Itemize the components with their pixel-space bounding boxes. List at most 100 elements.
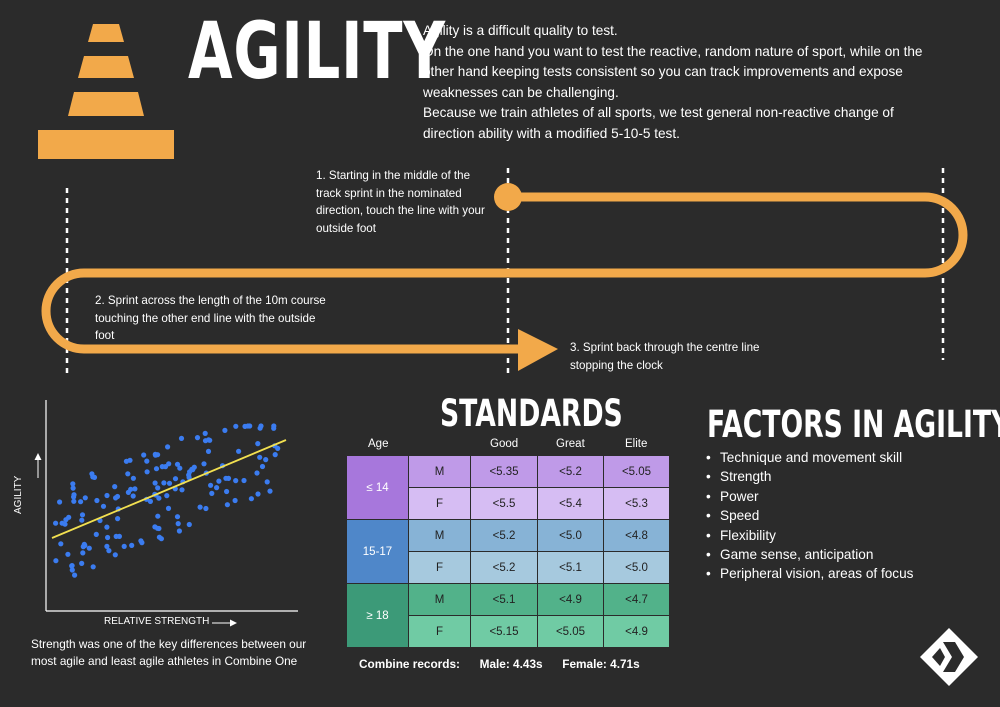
good-cell: <5.15 bbox=[470, 615, 538, 648]
scatter-point bbox=[89, 471, 95, 477]
scatter-point bbox=[224, 502, 230, 508]
scatter-point bbox=[271, 425, 277, 431]
scatter-point bbox=[147, 498, 153, 504]
scatter-point bbox=[178, 435, 185, 441]
scatter-point bbox=[174, 514, 181, 520]
arrow-up-icon bbox=[34, 453, 42, 478]
page-title: AGILITY bbox=[188, 7, 446, 97]
header-great: Great bbox=[556, 438, 585, 450]
scatter-point bbox=[152, 480, 158, 486]
scatter-point bbox=[232, 497, 238, 504]
intro-line: Because we train athletes of all sports,… bbox=[423, 105, 894, 141]
combine-records: Combine records: Male: 4.43s Female: 4.7… bbox=[359, 657, 640, 671]
scatter-point bbox=[197, 504, 203, 510]
elite-cell: <5.3 bbox=[603, 487, 670, 520]
sex-cell: M bbox=[408, 583, 471, 616]
scatter-point bbox=[113, 533, 119, 539]
factors-title: FACTORS IN AGILITY bbox=[707, 403, 1000, 446]
arrow-right-icon bbox=[212, 619, 237, 627]
list-item: Game sense, anticipation bbox=[706, 545, 913, 564]
great-cell: <5.2 bbox=[537, 455, 604, 488]
scatter-point bbox=[71, 492, 77, 498]
elite-cell: <4.7 bbox=[603, 583, 670, 616]
scatter-point bbox=[100, 503, 107, 509]
scatter-point bbox=[79, 560, 85, 566]
scatter-point bbox=[242, 423, 248, 429]
list-item: Technique and movement skill bbox=[706, 448, 913, 467]
y-axis-label: AGILITY bbox=[13, 475, 24, 514]
elite-cell: <5.0 bbox=[603, 551, 670, 584]
scatter-point bbox=[214, 485, 220, 491]
step-1: 1. Starting in the middle of the track s… bbox=[316, 169, 485, 235]
standards-table: ≤ 14 M <5.35 <5.2 <5.05 F <5.5 <5.4 <5.3… bbox=[346, 455, 670, 648]
scatter-point bbox=[203, 505, 209, 512]
scatter-point bbox=[127, 457, 133, 463]
scatter-point bbox=[58, 541, 64, 547]
scatter-point bbox=[130, 475, 136, 481]
scatter-point bbox=[86, 545, 92, 551]
scatter-point bbox=[255, 491, 261, 497]
trend-line bbox=[51, 439, 287, 539]
table-row: ≤ 14 M <5.35 <5.2 <5.05 bbox=[346, 455, 670, 520]
scatter-point bbox=[94, 497, 100, 504]
scatter-point bbox=[272, 452, 278, 458]
scatter-point bbox=[121, 543, 127, 549]
intro-text: Agility is a difficult quality to test. … bbox=[423, 21, 943, 144]
scatter-point bbox=[115, 516, 121, 522]
scatter-point bbox=[53, 558, 59, 564]
table-row: F <5.5 <5.4 <5.3 bbox=[347, 487, 670, 520]
scatter-point bbox=[263, 457, 269, 463]
scatter-point bbox=[104, 543, 110, 549]
scatter-point bbox=[156, 495, 162, 501]
sex-cell: F bbox=[408, 551, 471, 584]
scatter-point bbox=[208, 482, 214, 488]
scatter-point bbox=[164, 493, 170, 499]
scatter-point bbox=[233, 423, 239, 429]
step-3: 3. Sprint back through the centre line s… bbox=[570, 341, 760, 372]
scatter-point bbox=[158, 536, 164, 542]
sex-cell: F bbox=[408, 487, 471, 520]
scatter-point bbox=[63, 517, 69, 523]
scatter-point bbox=[90, 564, 96, 570]
scatter-point bbox=[152, 452, 159, 458]
great-cell: <5.05 bbox=[537, 615, 604, 648]
scatter-point bbox=[70, 485, 76, 491]
scatter-point bbox=[205, 448, 212, 454]
scatter-point bbox=[112, 484, 118, 490]
great-cell: <5.1 bbox=[537, 551, 604, 584]
scatter-point bbox=[154, 525, 161, 531]
intro-line: On the one hand you want to test the rea… bbox=[423, 43, 923, 100]
scatter-point bbox=[130, 493, 136, 499]
scatter-point bbox=[104, 524, 110, 530]
records-label: Combine records: bbox=[359, 657, 460, 671]
records-male: Male: 4.43s bbox=[479, 657, 543, 671]
scatter-point bbox=[59, 520, 65, 526]
header-elite: Elite bbox=[625, 438, 648, 450]
scatter-point bbox=[177, 465, 183, 471]
elite-cell: <4.9 bbox=[603, 615, 670, 648]
age-cell: ≤ 14 bbox=[346, 455, 409, 520]
scatter-point bbox=[267, 488, 273, 494]
scatter-point bbox=[71, 498, 77, 504]
traffic-cone-icon bbox=[38, 24, 174, 159]
great-cell: <5.4 bbox=[537, 487, 604, 520]
intro-line: Agility is a difficult quality to test. bbox=[423, 23, 618, 38]
header-age: Age bbox=[368, 438, 389, 450]
records-female: Female: 4.71s bbox=[562, 657, 640, 671]
scatter-point bbox=[209, 490, 215, 496]
table-row: F <5.15 <5.05 <4.9 bbox=[347, 615, 670, 648]
table-row: 15-17 M <5.2 <5.0 <4.8 bbox=[346, 519, 670, 584]
scatter-point bbox=[144, 469, 150, 475]
sex-cell: F bbox=[408, 615, 471, 648]
scatter-point bbox=[179, 487, 185, 493]
scatter-point bbox=[53, 520, 59, 526]
scatter-point bbox=[224, 488, 230, 495]
scatter-point bbox=[264, 479, 270, 485]
scatter-point bbox=[259, 463, 266, 470]
good-cell: <5.35 bbox=[470, 455, 538, 488]
scatter-point bbox=[216, 478, 222, 484]
scatter-point bbox=[186, 474, 192, 481]
scatter-point bbox=[191, 464, 197, 470]
scatter-plot bbox=[34, 400, 298, 627]
arrow-right-icon bbox=[518, 329, 558, 371]
